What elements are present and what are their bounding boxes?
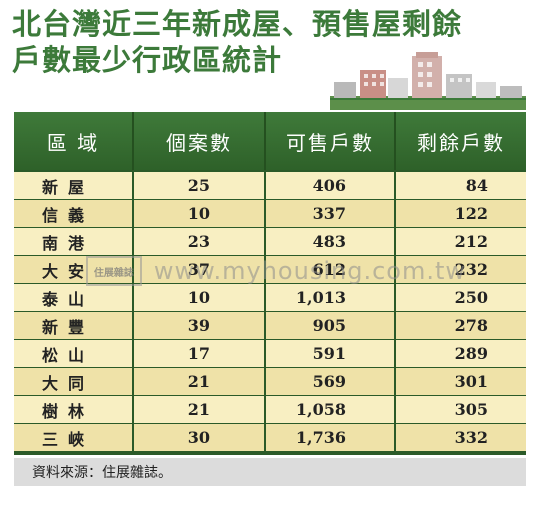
cell-available: 905	[266, 312, 396, 339]
source-text: 資料來源：住展雜誌。	[32, 465, 172, 481]
cell-cases: 39	[134, 312, 266, 339]
cell-available: 337	[266, 200, 396, 227]
cell-remaining: 278	[396, 312, 526, 339]
cell-cases: 21	[134, 396, 266, 423]
table-row: 南港 23 483 212	[14, 228, 526, 255]
cell-district: 大安	[14, 256, 134, 283]
title-line-2: 戶數最少行政區統計	[12, 43, 283, 77]
table-row: 三峽 30 1,736 332	[14, 424, 526, 451]
cell-cases: 10	[134, 284, 266, 311]
title-block: 北台灣近三年新成屋、預售屋剩餘 戶數最少行政區統計	[12, 6, 463, 78]
cell-remaining: 250	[396, 284, 526, 311]
table-row: 大同 21 569 301	[14, 368, 526, 395]
cell-cases: 30	[134, 424, 266, 451]
cell-available: 483	[266, 228, 396, 255]
cell-remaining: 305	[396, 396, 526, 423]
stats-table: 區 域 個案數 可售戶數 剩餘戶數 新屋 25 406 84 信義 10 337…	[14, 112, 526, 455]
title-line-1: 北台灣近三年新成屋、預售屋剩餘	[12, 7, 463, 41]
header-available: 可售戶數	[266, 112, 396, 170]
cell-available: 1,013	[266, 284, 396, 311]
cell-cases: 10	[134, 200, 266, 227]
cell-cases: 25	[134, 172, 266, 199]
table-row: 新豐 39 905 278	[14, 312, 526, 339]
cell-district: 新豐	[14, 312, 134, 339]
cell-available: 1,058	[266, 396, 396, 423]
cell-remaining: 212	[396, 228, 526, 255]
table-body: 新屋 25 406 84 信義 10 337 122 南港 23 483 212…	[14, 172, 526, 452]
cell-district: 大同	[14, 368, 134, 395]
cell-available: 406	[266, 172, 396, 199]
cell-available: 591	[266, 340, 396, 367]
cell-cases: 37	[134, 256, 266, 283]
cell-remaining: 84	[396, 172, 526, 199]
city-skyline-illustration	[330, 52, 526, 110]
header-remaining: 剩餘戶數	[396, 112, 526, 170]
cell-remaining: 122	[396, 200, 526, 227]
header-cases: 個案數	[134, 112, 266, 170]
cell-district: 三峽	[14, 424, 134, 451]
cell-district: 松山	[14, 340, 134, 367]
cell-district: 泰山	[14, 284, 134, 311]
table-row: 樹林 21 1,058 305	[14, 396, 526, 423]
table-row: 泰山 10 1,013 250	[14, 284, 526, 311]
table-row: 新屋 25 406 84	[14, 172, 526, 199]
table-row: 大安 37 612 232	[14, 256, 526, 283]
cell-cases: 17	[134, 340, 266, 367]
cell-remaining: 301	[396, 368, 526, 395]
cell-available: 569	[266, 368, 396, 395]
source-bar: 資料來源：住展雜誌。	[14, 458, 526, 486]
cell-available: 1,736	[266, 424, 396, 451]
cell-remaining: 289	[396, 340, 526, 367]
cell-district: 信義	[14, 200, 134, 227]
cell-cases: 23	[134, 228, 266, 255]
table-row: 信義 10 337 122	[14, 200, 526, 227]
table-row: 松山 17 591 289	[14, 340, 526, 367]
table-header: 區 域 個案數 可售戶數 剩餘戶數	[14, 112, 526, 170]
header-district: 區 域	[14, 112, 134, 170]
cell-cases: 21	[134, 368, 266, 395]
cell-district: 樹林	[14, 396, 134, 423]
cell-remaining: 232	[396, 256, 526, 283]
cell-remaining: 332	[396, 424, 526, 451]
cell-district: 南港	[14, 228, 134, 255]
cell-available: 612	[266, 256, 396, 283]
cell-district: 新屋	[14, 172, 134, 199]
